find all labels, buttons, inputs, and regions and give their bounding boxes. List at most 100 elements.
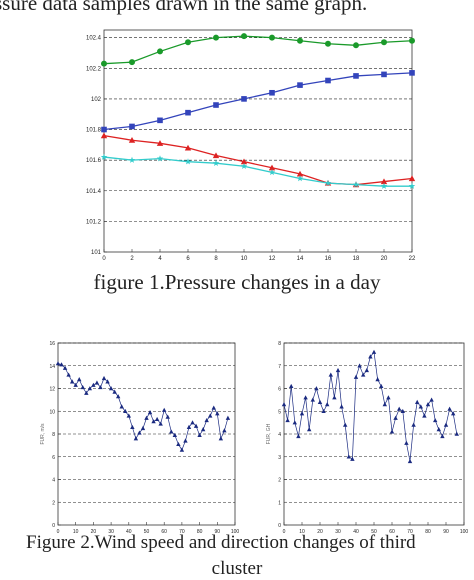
data-point — [357, 363, 362, 368]
data-point — [213, 102, 219, 108]
series-line — [103, 35, 413, 65]
x-tick-label: 12 — [269, 256, 276, 262]
data-point — [314, 386, 319, 391]
y-tick-label: 8 — [52, 432, 55, 438]
y-tick-label: 0 — [52, 523, 55, 529]
data-point — [215, 411, 220, 416]
data-point — [87, 386, 93, 391]
y-tick-label: 12 — [49, 387, 55, 393]
y-tick-label: 101.4 — [86, 189, 102, 195]
data-point — [144, 415, 149, 420]
data-point — [296, 170, 304, 177]
x-tick-label: 20 — [91, 529, 97, 535]
data-point — [185, 39, 191, 46]
data-point — [368, 354, 373, 359]
x-tick-label: 20 — [317, 529, 323, 535]
data-point — [154, 416, 160, 422]
data-point — [332, 395, 337, 400]
data-point — [422, 413, 427, 418]
x-tick-label: 2 — [130, 256, 134, 262]
data-point — [129, 123, 135, 130]
data-point — [382, 402, 387, 407]
y-tick-label: 7 — [278, 364, 281, 370]
data-point — [381, 39, 387, 46]
y-tick-label: 101 — [91, 250, 102, 256]
data-point — [353, 42, 359, 49]
x-tick-label: 8 — [214, 256, 218, 262]
data-point — [212, 159, 220, 166]
data-point — [324, 179, 332, 186]
x-tick-label: 4 — [158, 256, 162, 262]
data-point — [325, 77, 331, 84]
x-tick-label: 40 — [353, 529, 359, 535]
data-point — [158, 421, 163, 426]
data-point — [98, 384, 103, 390]
y-tick-label: 2 — [52, 500, 55, 506]
data-point — [179, 447, 185, 452]
data-point — [296, 175, 304, 182]
data-point — [425, 402, 431, 407]
y-tick-label: 102.4 — [86, 36, 102, 42]
data-point — [407, 458, 413, 464]
data-point — [296, 433, 301, 439]
data-point — [339, 404, 344, 409]
data-point — [184, 144, 192, 151]
data-point — [289, 383, 294, 389]
data-point — [147, 409, 153, 415]
data-point — [371, 349, 377, 354]
data-point — [212, 152, 220, 159]
data-point — [380, 182, 388, 189]
data-point — [268, 168, 276, 176]
data-point — [353, 73, 359, 79]
data-point — [100, 153, 108, 160]
data-point — [299, 411, 305, 416]
data-point — [361, 372, 366, 377]
data-point — [101, 60, 107, 67]
data-point — [269, 34, 275, 41]
data-point — [409, 70, 415, 76]
data-point — [240, 162, 248, 170]
data-point — [108, 386, 114, 391]
data-point — [133, 436, 139, 441]
data-point — [389, 429, 395, 434]
x-tick-label: 22 — [409, 256, 416, 262]
x-tick-label: 80 — [197, 529, 203, 535]
data-point — [137, 430, 142, 435]
x-tick-label: 70 — [407, 529, 413, 535]
y-tick-label: 4 — [52, 478, 55, 484]
data-point — [297, 37, 303, 44]
data-point — [208, 413, 213, 418]
data-point — [241, 33, 247, 40]
data-point — [454, 431, 459, 436]
data-point — [268, 164, 276, 171]
data-point — [436, 427, 441, 432]
x-tick-label: 40 — [126, 529, 132, 535]
y-tick-label: 10 — [49, 409, 55, 415]
x-tick-label: 30 — [108, 529, 114, 535]
series-line — [103, 156, 412, 187]
x-tick-label: 0 — [283, 529, 286, 535]
data-point — [140, 425, 146, 431]
data-point — [303, 395, 308, 400]
data-point — [307, 427, 312, 432]
plot-frame — [103, 29, 413, 253]
data-point — [94, 380, 100, 385]
data-point — [440, 433, 445, 439]
x-tick-label: 10 — [73, 529, 79, 535]
series-line — [103, 72, 413, 131]
x-tick-label: 80 — [425, 529, 431, 535]
x-tick-label: 90 — [215, 529, 221, 535]
y-tick-label: 3 — [278, 455, 281, 461]
data-point — [128, 156, 136, 163]
pressure-chart: 101 101.2 101.4 101.6 101.8 102 102.2 102.4 0 2 4 6… — [86, 29, 416, 262]
data-point — [183, 438, 188, 443]
data-point — [59, 362, 64, 367]
data-point — [240, 158, 248, 165]
data-point — [197, 432, 202, 437]
data-point — [204, 417, 209, 423]
x-tick-label: 70 — [179, 529, 185, 535]
y-tick-label: 102 — [91, 97, 102, 103]
data-point — [162, 407, 167, 412]
data-point — [404, 440, 409, 445]
